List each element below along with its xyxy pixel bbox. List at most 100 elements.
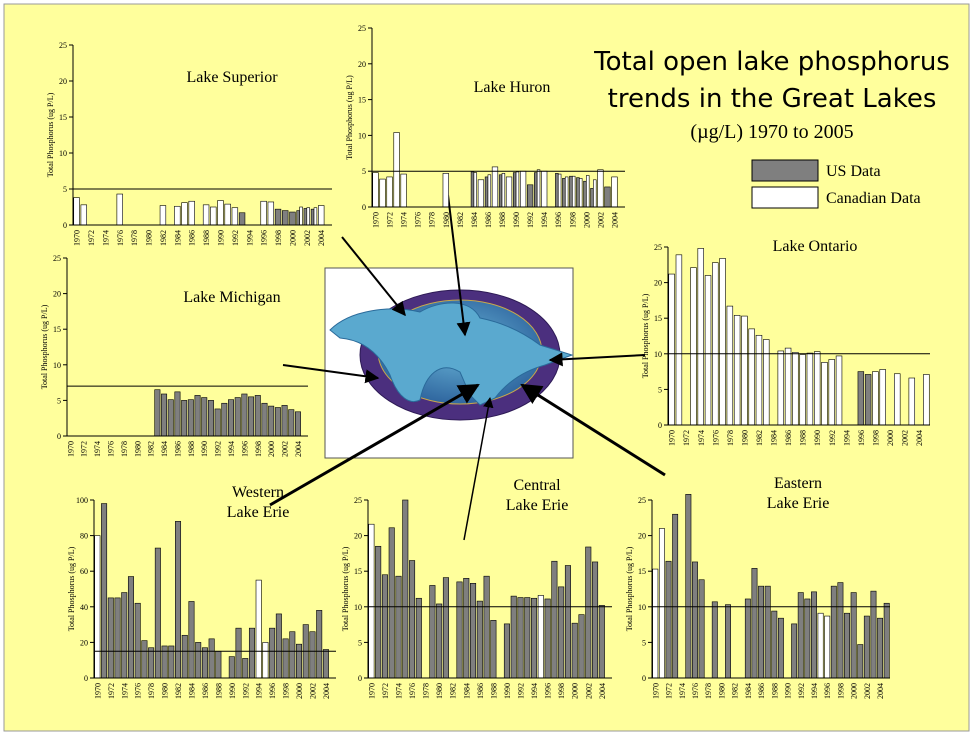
bar bbox=[228, 656, 235, 679]
x-tick-label: 2002 bbox=[303, 230, 312, 246]
y-tick-label: 20 bbox=[53, 290, 61, 299]
bar bbox=[248, 396, 255, 437]
x-tick-label: 2004 bbox=[598, 683, 607, 699]
x-tick-label: 1974 bbox=[101, 230, 110, 246]
bar bbox=[296, 210, 300, 226]
bar bbox=[491, 166, 499, 208]
x-tick-label: 2002 bbox=[281, 441, 290, 457]
bar bbox=[174, 205, 181, 226]
x-tick-label: 1986 bbox=[201, 683, 210, 699]
bar bbox=[289, 211, 296, 226]
bar bbox=[597, 169, 604, 208]
bar bbox=[675, 254, 683, 426]
bar bbox=[835, 355, 843, 426]
bar bbox=[476, 600, 483, 679]
y-tick-label: 25 bbox=[53, 254, 61, 263]
y-tick-label: 20 bbox=[358, 60, 366, 69]
x-tick-label: 2000 bbox=[571, 683, 580, 699]
x-tick-label: 1980 bbox=[717, 683, 726, 699]
bar bbox=[704, 275, 712, 426]
bar bbox=[322, 649, 329, 679]
bar bbox=[777, 350, 785, 426]
bar bbox=[817, 612, 824, 679]
x-tick-label: 2000 bbox=[850, 683, 859, 699]
x-tick-label: 1970 bbox=[668, 430, 677, 446]
x-tick-label: 1998 bbox=[557, 683, 566, 699]
bar bbox=[692, 561, 698, 679]
bar bbox=[883, 602, 890, 679]
x-tick-label: 1994 bbox=[540, 212, 549, 228]
y-tick-label: 10 bbox=[358, 131, 366, 140]
chart-title: Lake Michigan bbox=[183, 289, 280, 306]
bar bbox=[784, 347, 792, 426]
y-tick-label: 25 bbox=[358, 24, 366, 33]
x-tick-label: 1992 bbox=[231, 230, 240, 246]
y-tick-label: 0 bbox=[362, 203, 366, 212]
x-tick-label: 2002 bbox=[584, 683, 593, 699]
x-tick-label: 2000 bbox=[582, 212, 591, 228]
bar bbox=[217, 200, 224, 226]
bar bbox=[512, 172, 517, 208]
bar bbox=[698, 579, 705, 679]
bar bbox=[316, 610, 323, 679]
bar bbox=[313, 207, 318, 226]
bar bbox=[611, 176, 618, 208]
bar bbox=[386, 176, 393, 208]
y-tick-label: 100 bbox=[76, 496, 88, 505]
y-tick-label: 15 bbox=[53, 325, 61, 334]
y-tick-label: 10 bbox=[354, 603, 362, 612]
bar bbox=[551, 560, 558, 679]
x-tick-label: 1986 bbox=[757, 683, 766, 699]
bar bbox=[210, 206, 217, 226]
y-tick-label: 25 bbox=[654, 243, 662, 252]
bar bbox=[665, 560, 672, 679]
bar bbox=[372, 172, 379, 208]
bar bbox=[167, 399, 174, 437]
x-tick-label: 1990 bbox=[784, 683, 793, 699]
bar bbox=[306, 207, 310, 226]
x-tick-label: 1972 bbox=[107, 683, 116, 699]
bar bbox=[748, 328, 755, 426]
bar bbox=[498, 174, 503, 208]
bar bbox=[864, 374, 872, 426]
x-tick-label: 1980 bbox=[161, 683, 170, 699]
bar bbox=[799, 354, 806, 426]
x-tick-label: 1992 bbox=[526, 212, 535, 228]
bar bbox=[282, 638, 289, 679]
bar bbox=[310, 208, 315, 226]
chart-title: Western bbox=[232, 484, 284, 501]
bar bbox=[534, 172, 538, 208]
bar bbox=[195, 642, 202, 679]
bar bbox=[562, 178, 566, 208]
bar bbox=[811, 591, 817, 679]
bar bbox=[837, 582, 844, 679]
bar bbox=[470, 171, 475, 208]
x-tick-label: 1976 bbox=[711, 430, 720, 446]
x-tick-label: 1998 bbox=[274, 230, 283, 246]
x-tick-label: 1970 bbox=[66, 441, 75, 457]
bar bbox=[248, 627, 255, 679]
bar bbox=[202, 204, 210, 226]
bar bbox=[234, 397, 241, 437]
x-tick-label: 1988 bbox=[489, 683, 498, 699]
x-tick-label: 1980 bbox=[740, 430, 749, 446]
bar bbox=[658, 528, 665, 679]
y-tick-label: 25 bbox=[59, 41, 67, 50]
x-tick-label: 1982 bbox=[159, 230, 168, 246]
bar bbox=[515, 171, 520, 208]
bar bbox=[181, 400, 188, 437]
x-tick-label: 1976 bbox=[116, 230, 125, 246]
x-tick-label: 1988 bbox=[214, 683, 223, 699]
x-tick-label: 1998 bbox=[254, 441, 263, 457]
legend: US Data Canadian Data bbox=[751, 159, 921, 209]
bar bbox=[381, 574, 388, 679]
y-tick-label: 15 bbox=[59, 113, 67, 122]
x-tick-label: 1972 bbox=[381, 683, 390, 699]
subtitle: (µg/L) 1970 to 2005 bbox=[690, 121, 853, 143]
y-axis-label: Total Phosphorus (ug P/L) bbox=[46, 92, 55, 177]
bar bbox=[318, 205, 325, 226]
bar bbox=[519, 170, 527, 208]
x-tick-label: 1988 bbox=[770, 683, 779, 699]
x-tick-label: 1974 bbox=[697, 430, 706, 446]
